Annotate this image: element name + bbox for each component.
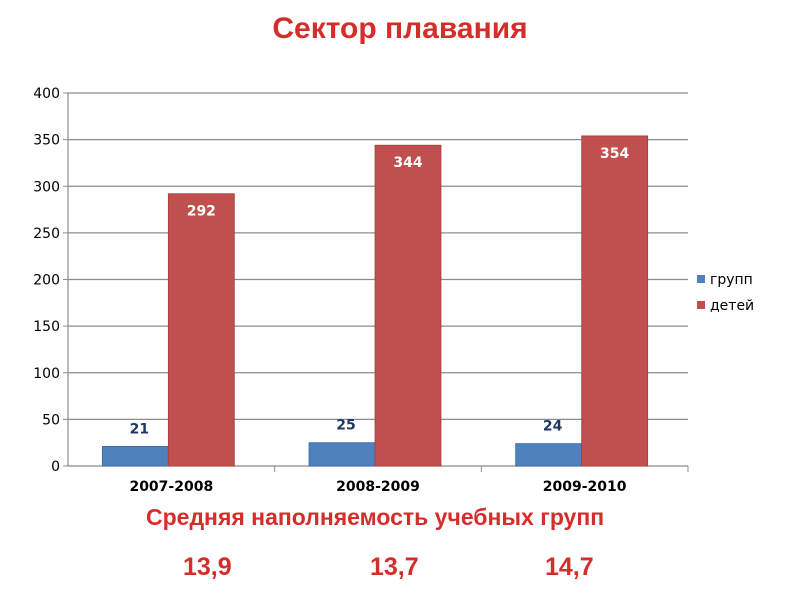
data-label-groups: 24 bbox=[543, 419, 563, 435]
y-tick-label: 50 bbox=[42, 412, 60, 428]
legend-swatch bbox=[697, 275, 705, 283]
average-value-3: 14,7 bbox=[545, 553, 594, 581]
x-category-label: 2007-2008 bbox=[129, 479, 213, 495]
bar-groups bbox=[515, 443, 583, 467]
data-label-groups: 21 bbox=[130, 421, 149, 437]
bar-children bbox=[167, 193, 235, 467]
x-category-label: 2009-2010 bbox=[543, 479, 627, 495]
y-tick-label: 0 bbox=[51, 459, 60, 475]
y-tick-label: 100 bbox=[33, 366, 60, 382]
data-label-children: 354 bbox=[600, 146, 629, 162]
legend-label: групп bbox=[710, 272, 753, 288]
bar-groups bbox=[101, 446, 169, 467]
data-label-groups: 25 bbox=[336, 418, 355, 434]
legend-label: детей bbox=[710, 298, 754, 314]
average-value-2: 13,7 bbox=[370, 553, 419, 581]
y-tick-label: 200 bbox=[33, 273, 60, 289]
x-category-label: 2008-2009 bbox=[336, 479, 420, 495]
legend-swatch bbox=[697, 301, 705, 309]
y-tick-label: 350 bbox=[33, 133, 60, 149]
bar-children bbox=[374, 144, 442, 467]
y-tick-label: 150 bbox=[33, 319, 60, 335]
average-value-1: 13,9 bbox=[183, 553, 232, 581]
bar-children bbox=[581, 135, 649, 467]
y-tick-label: 400 bbox=[33, 86, 60, 102]
chart-subtitle: Средняя наполняемость учебных групп bbox=[146, 504, 605, 530]
y-tick-label: 300 bbox=[33, 179, 60, 195]
y-tick-label: 250 bbox=[33, 226, 60, 242]
bar-groups bbox=[308, 442, 376, 467]
data-label-children: 292 bbox=[187, 204, 216, 220]
data-label-children: 344 bbox=[393, 155, 422, 171]
page-title: Сектор плавания bbox=[272, 12, 528, 45]
